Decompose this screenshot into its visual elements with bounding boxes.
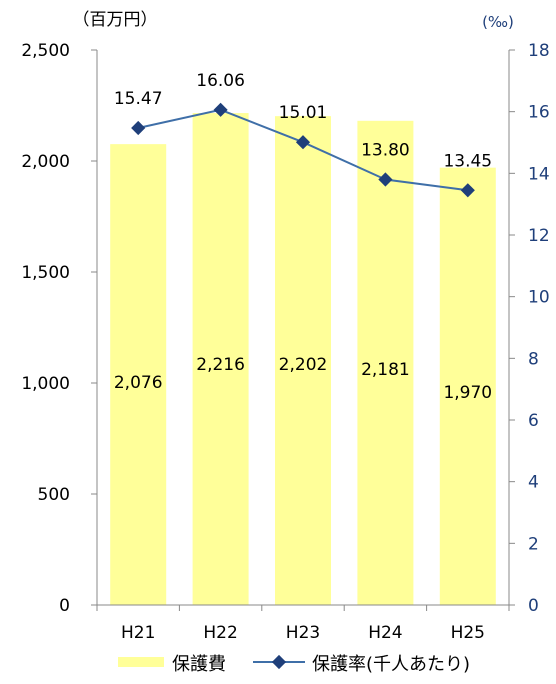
line-marker-H21 [131, 120, 146, 136]
line-value-label: 15.01 [279, 103, 328, 123]
x-tick-label: H25 [451, 623, 485, 643]
left-tick-label: 1,000 [21, 374, 70, 394]
line-value-label: 13.45 [443, 151, 492, 171]
legend-swatch-marker [271, 654, 287, 670]
left-tick-label: 1,500 [21, 263, 70, 283]
bar-value-label: 2,202 [279, 355, 328, 375]
left-tick-label: 2,500 [21, 41, 70, 61]
legend-swatch-bar [118, 657, 164, 667]
line-marker-H23 [295, 135, 311, 150]
right-tick-label: 8 [528, 349, 539, 369]
bar-value-label: 2,076 [114, 373, 163, 393]
right-tick-label: 0 [528, 596, 539, 616]
left-tick-label: 500 [38, 485, 70, 505]
data-labels: 2,076 2,216 2,202 2,181 1,970 15.47 16.06 15.01… [114, 71, 492, 403]
right-tick-label: 18 [528, 41, 550, 61]
x-tick-label: H21 [121, 623, 155, 643]
bar-H23 [275, 116, 331, 605]
line-series [131, 102, 475, 198]
left-tick-label: 0 [59, 596, 70, 616]
line-value-label: 16.06 [196, 71, 245, 91]
bar-value-label: 2,181 [361, 360, 410, 380]
x-tick-label: H22 [203, 623, 237, 643]
right-tick-label: 14 [528, 164, 550, 184]
left-axis-unit: （百万円） [73, 10, 158, 30]
bar-series [110, 113, 496, 606]
bar-value-label: 2,216 [196, 355, 245, 375]
bar-H24 [357, 120, 414, 606]
line-marker-H24 [378, 172, 393, 187]
bar-value-label: 1,970 [443, 383, 492, 403]
axes: 0 500 1,000 1,500 2,000 2,500 0 2 4 6 8 10 12 14 16 18 H… [21, 41, 549, 643]
x-tick-label: H23 [286, 623, 320, 643]
right-tick-label: 2 [528, 534, 539, 554]
line-value-label: 13.80 [361, 141, 410, 161]
right-tick-label: 12 [528, 226, 550, 246]
line-marker-H25 [460, 183, 475, 198]
bar-H21 [110, 144, 167, 606]
legend-label-bar: 保護費 [172, 654, 226, 675]
bar-H22 [192, 113, 249, 605]
right-tick-label: 10 [528, 288, 550, 308]
legend-label-line: 保護率(千人あたり) [312, 654, 470, 675]
right-tick-label: 4 [528, 473, 539, 493]
x-tick-label: H24 [368, 623, 402, 643]
right-axis-unit: (‰) [482, 13, 514, 31]
left-tick-label: 2,000 [21, 152, 70, 172]
right-tick-label: 6 [528, 411, 539, 431]
line-value-label: 15.47 [114, 89, 163, 109]
bar-H25 [439, 167, 496, 605]
legend: 保護費 保護率(千人あたり) [118, 654, 470, 675]
right-tick-label: 16 [528, 103, 550, 123]
